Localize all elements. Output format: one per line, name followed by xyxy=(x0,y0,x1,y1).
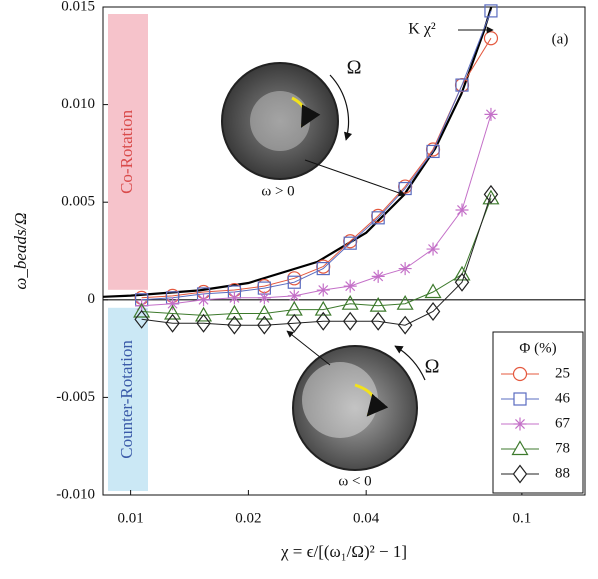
marker xyxy=(225,304,243,320)
marker xyxy=(426,144,440,159)
marker xyxy=(343,236,357,250)
marker xyxy=(483,184,499,204)
y-tick-label: -0.010 xyxy=(56,486,95,502)
marker xyxy=(424,283,442,299)
inset-symbol: Ω xyxy=(347,57,362,79)
marker xyxy=(316,261,330,276)
legend-label: 78 xyxy=(555,440,570,456)
marker xyxy=(398,262,412,276)
marker xyxy=(483,31,499,46)
inset-label: ω > 0 xyxy=(261,183,294,199)
x-tick-label: 0.04 xyxy=(353,510,380,526)
inset-symbol: Ω xyxy=(425,356,440,378)
marker xyxy=(455,78,469,92)
marker xyxy=(396,295,414,310)
marker xyxy=(134,309,149,329)
legend-label: 25 xyxy=(555,365,570,381)
marker xyxy=(135,299,149,313)
inset-photo xyxy=(292,345,426,471)
marker xyxy=(287,313,302,333)
marker xyxy=(511,440,529,456)
marker xyxy=(314,300,332,316)
marker xyxy=(195,306,213,322)
x-tick-label: 0.1 xyxy=(512,510,531,526)
marker xyxy=(257,291,271,305)
region-band xyxy=(108,14,148,290)
y-tick-label: 0.010 xyxy=(61,96,95,112)
series-line xyxy=(141,37,492,299)
legend-label: 46 xyxy=(555,390,571,406)
marker xyxy=(513,392,527,406)
marker xyxy=(371,269,385,283)
marker xyxy=(343,279,357,293)
region-label: Counter-Rotation xyxy=(117,340,136,459)
y-tick-label: 0 xyxy=(88,291,96,307)
legend-label: 67 xyxy=(555,415,571,431)
marker xyxy=(165,313,180,333)
marker xyxy=(285,300,303,316)
y-tick-label: 0.015 xyxy=(61,0,95,14)
curve-label: K χ² xyxy=(408,21,436,38)
marker xyxy=(512,366,528,382)
marker xyxy=(287,289,301,303)
marker xyxy=(315,311,331,331)
y-tick-label: -0.005 xyxy=(56,389,95,405)
inset-label: ω < 0 xyxy=(338,473,371,489)
marker xyxy=(426,242,440,256)
marker xyxy=(370,311,386,331)
marker xyxy=(454,272,470,292)
marker xyxy=(257,315,272,335)
marker xyxy=(316,283,330,297)
pointer-arrow xyxy=(286,330,331,366)
series-line xyxy=(141,194,492,326)
y-tick-label: 0.005 xyxy=(61,194,95,210)
marker xyxy=(341,295,359,310)
marker xyxy=(369,296,387,312)
marker xyxy=(425,302,441,321)
panel-label: (a) xyxy=(552,31,569,47)
legend-box xyxy=(492,331,584,494)
marker xyxy=(398,181,412,196)
legend-label: 88 xyxy=(555,465,570,481)
marker xyxy=(453,265,471,281)
marker xyxy=(455,203,469,217)
y-axis-label: ω_beads/Ω xyxy=(11,212,30,289)
marker xyxy=(196,313,211,333)
marker xyxy=(197,293,211,307)
marker xyxy=(255,304,273,320)
pointer-arrow xyxy=(304,159,406,197)
x-tick-label: 0.01 xyxy=(117,510,143,526)
marker xyxy=(166,297,180,311)
marker xyxy=(484,107,498,121)
plot-frame xyxy=(102,6,586,496)
inset-photo xyxy=(221,62,353,180)
marker xyxy=(227,291,241,305)
marker xyxy=(342,311,358,331)
legend-title: Φ (%) xyxy=(519,340,556,356)
marker xyxy=(397,315,413,335)
marker xyxy=(513,417,527,431)
x-axis-label: χ = ϵ/[(ω₁/Ω)² − 1] xyxy=(280,542,407,561)
marker xyxy=(484,4,498,18)
marker xyxy=(287,275,301,289)
x-tick-label: 0.02 xyxy=(235,510,261,526)
marker xyxy=(371,211,385,225)
region-label: Co-Rotation xyxy=(117,109,136,194)
marker xyxy=(227,315,242,335)
marker xyxy=(164,304,182,320)
marker xyxy=(512,464,528,484)
marker xyxy=(133,302,151,318)
region-band xyxy=(108,307,148,491)
